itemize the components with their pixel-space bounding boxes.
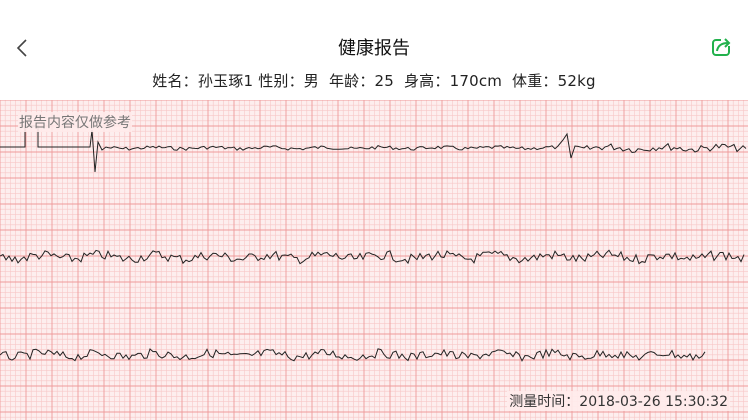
grid-minor-lines — [0, 100, 748, 420]
age-value: 25 — [374, 72, 395, 90]
ecg-grid — [0, 100, 748, 420]
weight-label: 体重： — [512, 72, 558, 90]
grid-major-lines — [0, 100, 748, 420]
back-button[interactable] — [8, 30, 38, 64]
app-header: 健康报告 姓名：孙玉琢1 性别：男 年龄：25 身高：170cm 体重：52kg — [0, 0, 748, 100]
age-label: 年龄： — [328, 72, 375, 90]
ecg-trace-lead-1 — [0, 125, 747, 173]
height-value: 170cm — [449, 72, 503, 90]
patient-info: 姓名：孙玉琢1 性别：男 年龄：25 身高：170cm 体重：52kg — [0, 70, 748, 91]
measure-time-value: 2018-03-26 15:30:32 — [579, 394, 728, 410]
height-label: 身高： — [403, 72, 450, 90]
measure-time-label: 测量时间： — [509, 394, 580, 410]
gender-value: 男 — [303, 72, 319, 90]
page-title: 健康报告 — [338, 38, 410, 59]
weight-value: 52kg — [557, 72, 596, 90]
name-value: 孙玉琢1 — [197, 72, 254, 90]
ecg-chart — [0, 100, 748, 420]
name-label: 姓名： — [152, 72, 198, 90]
measure-time: 测量时间：2018-03-26 15:30:32 — [507, 391, 730, 411]
share-button[interactable] — [704, 32, 738, 62]
chevron-left-icon — [16, 39, 27, 57]
ecg-trace-lead-2 — [0, 249, 745, 265]
gender-label: 性别： — [258, 72, 304, 90]
share-icon — [712, 37, 731, 56]
ecg-trace-lead-3 — [0, 348, 706, 362]
disclaimer-watermark: 报告内容仅做参考 — [18, 112, 132, 132]
